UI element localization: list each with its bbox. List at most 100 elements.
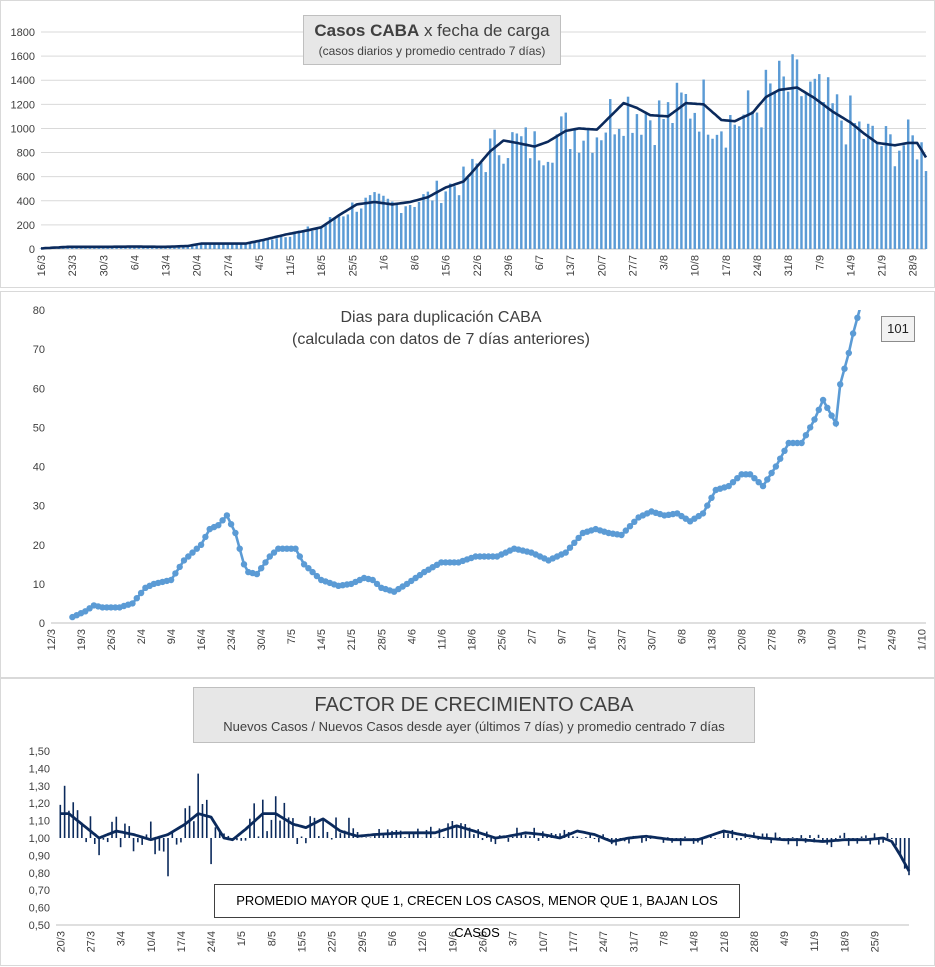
growth-daily-bar xyxy=(327,832,329,838)
cases-xtick-label: 27/7 xyxy=(627,255,639,276)
doubling-point xyxy=(254,571,260,577)
growth-daily-bar xyxy=(128,826,130,838)
growth-daily-bar xyxy=(865,835,867,838)
doubling-xtick-label: 25/6 xyxy=(496,629,508,650)
growth-daily-bar xyxy=(180,838,182,842)
growth-ytick-label: 1,30 xyxy=(29,781,50,793)
growth-daily-bar xyxy=(736,838,738,840)
cases-daily-bar xyxy=(716,135,718,249)
growth-daily-bar xyxy=(305,838,307,843)
cases-daily-bar xyxy=(356,212,358,249)
cases-xtick-label: 3/8 xyxy=(659,255,671,270)
growth-ytick-label: 1,50 xyxy=(29,746,50,758)
growth-xtick-label: 20/3 xyxy=(55,931,67,952)
growth-xtick-label: 1/5 xyxy=(236,931,248,946)
growth-daily-bar xyxy=(258,836,260,838)
cases-xtick-label: 13/4 xyxy=(161,255,173,276)
growth-ytick-label: 0,90 xyxy=(29,850,50,862)
cases-daily-bar xyxy=(453,186,455,249)
doubling-point xyxy=(202,534,208,540)
cases-daily-bar xyxy=(631,133,633,249)
growth-daily-bar xyxy=(340,833,342,838)
growth-daily-bar xyxy=(262,800,264,838)
growth-daily-bar xyxy=(314,818,316,838)
cases-daily-bar xyxy=(387,199,389,249)
doubling-xtick-label: 30/4 xyxy=(256,629,268,650)
growth-daily-bar xyxy=(202,804,204,838)
growth-daily-bar xyxy=(271,820,273,838)
growth-daily-bar xyxy=(94,838,96,844)
doubling-point xyxy=(781,448,787,454)
growth-daily-bar xyxy=(98,838,100,855)
doubling-point xyxy=(237,546,243,552)
cases-daily-bar xyxy=(751,111,753,249)
cases-ytick-label: 600 xyxy=(17,172,35,184)
cases-daily-bar xyxy=(582,141,584,249)
doubling-ytick-label: 40 xyxy=(33,462,45,474)
growth-chart-title: FACTOR DE CRECIMIENTO CABA Nuevos Casos … xyxy=(193,687,755,743)
growth-xtick-label: 22/5 xyxy=(327,931,339,952)
cases-xtick-label: 16/3 xyxy=(36,255,48,276)
doubling-point xyxy=(168,577,174,583)
doubling-point xyxy=(820,397,826,403)
growth-daily-bar xyxy=(301,837,303,838)
growth-xtick-label: 27/3 xyxy=(85,931,97,952)
growth-daily-bar xyxy=(585,837,587,838)
doubling-xtick-label: 1/10 xyxy=(917,629,929,650)
doubling-xtick-label: 18/6 xyxy=(466,629,478,650)
cases-xtick-label: 13/7 xyxy=(565,255,577,276)
cases-daily-bar xyxy=(734,125,736,249)
growth-daily-bar xyxy=(64,786,66,838)
cases-daily-bar xyxy=(289,237,291,249)
growth-daily-bar xyxy=(133,838,135,851)
cases-daily-bar xyxy=(422,194,424,249)
cases-daily-bar xyxy=(591,153,593,249)
growth-xtick-label: 24/7 xyxy=(598,931,610,952)
growth-daily-bar xyxy=(111,822,113,838)
growth-daily-bar xyxy=(292,818,294,838)
cases-daily-bar xyxy=(814,79,816,249)
growth-daily-bar xyxy=(90,816,92,838)
cases-xtick-label: 29/6 xyxy=(503,255,515,276)
growth-daily-bar xyxy=(163,838,165,852)
growth-daily-bar xyxy=(891,838,893,839)
doubling-point xyxy=(219,517,225,523)
doubling-ytick-label: 0 xyxy=(39,618,45,630)
growth-xtick-label: 5/6 xyxy=(387,931,399,946)
doubling-point xyxy=(138,590,144,596)
growth-ytick-label: 1,20 xyxy=(29,798,50,810)
cases-daily-bar xyxy=(542,165,544,249)
cases-daily-bar xyxy=(894,166,896,249)
cases-daily-bar xyxy=(258,241,260,249)
doubling-point xyxy=(172,570,178,576)
cases-chart-subtitle: (casos diarios y promedio centrado 7 día… xyxy=(304,44,560,58)
cases-daily-bar xyxy=(911,135,913,249)
doubling-point xyxy=(232,530,238,536)
cases-daily-bar xyxy=(440,203,442,249)
doubling-xtick-label: 4/6 xyxy=(406,629,418,644)
growth-note-box: PROMEDIO MAYOR QUE 1, CRECEN LOS CASOS, … xyxy=(214,884,740,918)
cases-daily-bar xyxy=(671,123,673,249)
doubling-xtick-label: 13/8 xyxy=(707,629,719,650)
cases-xtick-label: 11/5 xyxy=(285,255,297,276)
cases-xtick-label: 25/5 xyxy=(347,255,359,276)
doubling-point xyxy=(811,416,817,422)
cases-daily-bar xyxy=(280,236,282,249)
growth-daily-bar xyxy=(331,838,333,840)
cases-daily-bar xyxy=(640,135,642,249)
doubling-xtick-label: 17/9 xyxy=(857,629,869,650)
cases-title-bold: Casos CABA xyxy=(314,21,419,40)
growth-xtick-label: 24/4 xyxy=(206,931,218,952)
cases-daily-bar xyxy=(458,195,460,249)
growth-daily-bar xyxy=(193,821,195,838)
cases-daily-bar xyxy=(782,76,784,249)
cases-daily-bar xyxy=(698,132,700,249)
doubling-point xyxy=(816,407,822,413)
cases-ytick-label: 1200 xyxy=(11,99,35,111)
doubling-xtick-label: 10/9 xyxy=(827,629,839,650)
growth-daily-bar xyxy=(167,838,169,876)
doubling-xtick-label: 23/4 xyxy=(226,629,238,650)
cases-daily-bar xyxy=(565,113,567,249)
growth-daily-bar xyxy=(141,838,143,845)
doubling-xtick-label: 24/9 xyxy=(887,629,899,650)
